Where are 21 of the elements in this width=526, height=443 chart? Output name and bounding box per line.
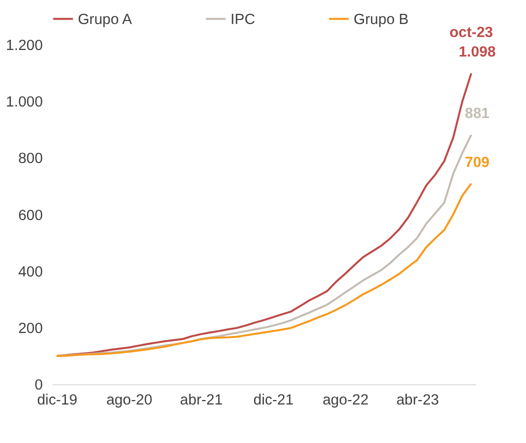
x-tick-label: ago-22: [322, 392, 369, 409]
y-tick-label: 600: [18, 208, 43, 224]
x-tick-label: ago-20: [106, 392, 152, 409]
y-tick-label: 1.000: [6, 94, 43, 111]
text: oct-23: [450, 24, 494, 41]
data-label: 1.098: [458, 44, 496, 61]
legend-label: Grupo A: [78, 12, 132, 28]
y-tick-label: 200: [18, 321, 43, 338]
x-tick-label: abr-21: [180, 392, 223, 409]
data-label: 881: [464, 106, 490, 122]
legend-label: IPC: [230, 12, 256, 28]
y-tick-label: 0: [34, 378, 43, 394]
legend-label: Grupo B: [354, 12, 409, 28]
line-series: [56, 182, 472, 357]
data-label: 709: [464, 154, 490, 171]
y-tick-label: 1.200: [6, 38, 43, 54]
y-tick-label: 400: [18, 264, 43, 280]
x-tick-label: abr-23: [396, 392, 440, 409]
x-tick-label: dic-21: [253, 392, 294, 409]
x-tick-label: dic-19: [37, 392, 78, 409]
y-tick-label: 800: [18, 151, 43, 168]
